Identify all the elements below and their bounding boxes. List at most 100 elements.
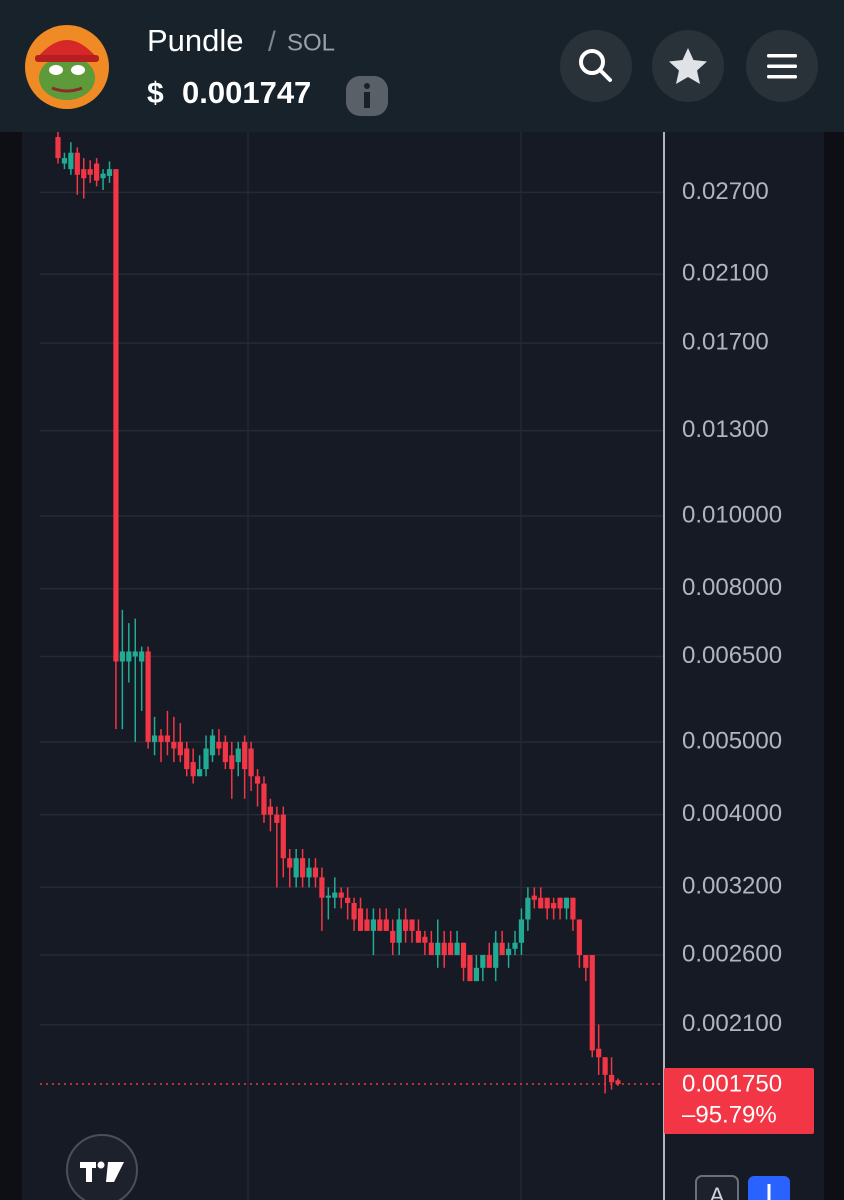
token-name: Pundle — [147, 23, 244, 58]
candle-body — [480, 955, 486, 968]
candle-body — [345, 897, 351, 904]
candle-body — [583, 955, 589, 968]
candle-body — [402, 919, 409, 931]
candle-body — [306, 867, 312, 878]
candle-body — [209, 735, 216, 756]
candle-body — [383, 919, 389, 931]
y-tick-label: 0.005000 — [682, 727, 782, 754]
candle-body — [94, 163, 100, 181]
candle-body — [460, 942, 467, 968]
candle-body — [184, 748, 190, 770]
candle-body — [312, 867, 319, 878]
candle-body — [100, 173, 106, 179]
candles — [40, 127, 663, 1094]
candle-body — [390, 930, 396, 943]
candle-body — [370, 919, 377, 931]
candle-body — [415, 930, 422, 943]
candle-body — [357, 908, 364, 931]
candle-body — [493, 942, 499, 968]
candle-body — [454, 942, 460, 956]
candle-body — [557, 897, 563, 909]
chart-area — [22, 132, 824, 1200]
candle-body — [55, 137, 61, 159]
candle-body — [113, 169, 119, 662]
candle-body — [287, 858, 293, 868]
last-price-label: 0.001750 — [682, 1070, 782, 1097]
button-label: A — [710, 1183, 725, 1200]
candle-body — [254, 776, 261, 784]
candle-body — [81, 169, 87, 179]
candle-body — [576, 919, 582, 956]
candle-body — [589, 955, 595, 1051]
candle-body — [325, 895, 331, 898]
candle-body — [615, 1080, 621, 1085]
candle-body — [428, 942, 434, 956]
search-button[interactable] — [560, 30, 632, 102]
candle-body — [332, 892, 338, 898]
candle-body — [145, 651, 151, 742]
candle-body — [61, 158, 68, 164]
price: 0.001747 — [182, 75, 311, 110]
candle-body — [274, 814, 280, 823]
y-tick-label: 0.02700 — [682, 178, 769, 205]
candle-body — [377, 919, 383, 931]
candle-body — [158, 735, 164, 742]
candle-body — [422, 936, 428, 943]
candle-body — [299, 858, 306, 878]
candle-body — [242, 741, 248, 770]
candle-body — [222, 741, 228, 763]
favorite-button[interactable] — [652, 30, 724, 102]
candle-body — [267, 806, 274, 815]
candle-body — [570, 897, 576, 920]
avatar — [25, 25, 109, 109]
candle-body — [512, 942, 518, 949]
candle-body — [538, 897, 544, 909]
candle-body — [441, 942, 447, 956]
axis-labels: 0.02700 0.02100 0.01700 0.01300 0.010000 0.00… — [664, 178, 814, 1135]
candle-body — [518, 919, 525, 943]
candle-body — [216, 741, 222, 749]
candle-body — [229, 755, 235, 770]
candle-body — [473, 967, 479, 982]
scroll-button[interactable] — [748, 1176, 790, 1200]
candle-body — [448, 942, 454, 956]
candle-body — [235, 748, 241, 763]
currency: $ — [147, 77, 164, 110]
auto-scale-button[interactable]: A — [695, 1175, 739, 1200]
candle-body — [563, 897, 570, 909]
candle-body — [319, 877, 325, 898]
candle-body — [608, 1074, 615, 1083]
candle-body — [197, 769, 203, 777]
candle-body — [190, 762, 196, 777]
candle-body — [351, 903, 357, 920]
y-tick-label: 0.01700 — [682, 329, 769, 356]
candle-body — [106, 169, 113, 176]
candle-body — [544, 897, 550, 909]
candle-body — [139, 651, 145, 662]
y-tick-label: 0.002600 — [682, 940, 782, 967]
y-tick-label: 0.006500 — [682, 642, 782, 669]
y-tick-label: 0.02100 — [682, 260, 769, 287]
candle-body — [499, 942, 505, 956]
grid — [40, 191, 663, 1026]
y-tick-label: 0.004000 — [682, 800, 782, 827]
candle-body — [68, 152, 74, 170]
last-price-badge — [664, 1068, 814, 1135]
candle-body — [505, 948, 512, 956]
candle-body — [486, 955, 492, 968]
change-label: –95.79% — [682, 1101, 777, 1128]
candle-body — [596, 1048, 602, 1058]
candle-body — [531, 895, 537, 900]
info-button[interactable] — [346, 76, 388, 116]
candle-body — [525, 897, 531, 920]
y-tick-label: 0.01300 — [682, 416, 769, 443]
y-tick-label: 0.003200 — [682, 873, 782, 900]
candle-body — [551, 903, 557, 909]
candle-body — [435, 942, 441, 956]
candle-body — [409, 919, 415, 931]
candle-body — [74, 152, 80, 175]
tv-logo[interactable] — [66, 1134, 138, 1200]
menu-button[interactable] — [746, 30, 818, 102]
candle-body — [87, 169, 93, 175]
